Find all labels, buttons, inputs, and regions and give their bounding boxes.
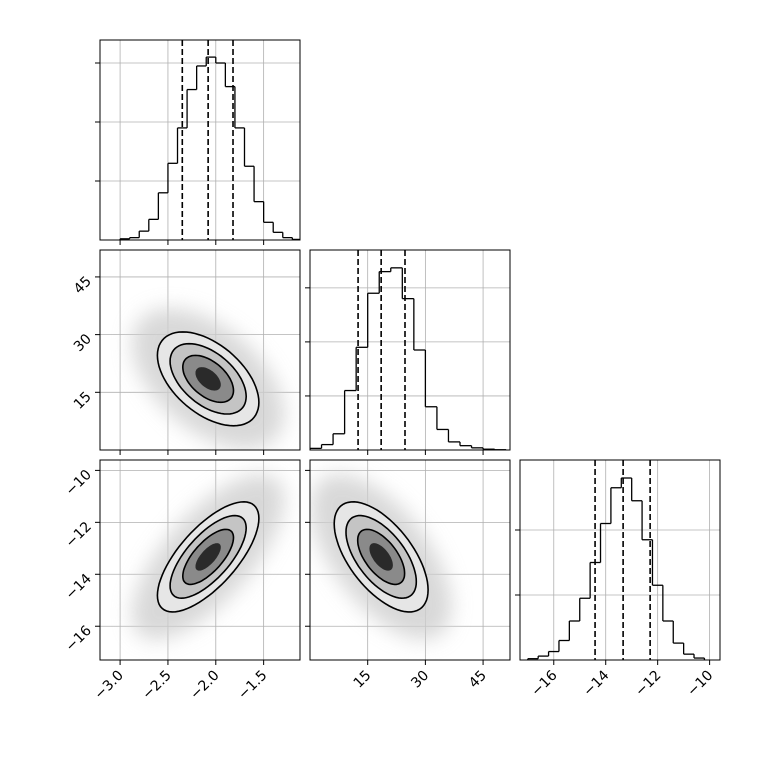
- panel: 15 30 45: [305, 459, 511, 692]
- x-tick-label: −3.0: [92, 668, 127, 703]
- panel-frame: [309, 249, 511, 451]
- panel-content: [100, 250, 300, 450]
- x-tick-label: 30: [408, 668, 432, 692]
- panel: [305, 249, 511, 455]
- x-tick-label: −2.5: [139, 668, 174, 703]
- y-tick-label: −12: [63, 519, 95, 551]
- panel-content: [310, 250, 510, 450]
- contour: [195, 543, 221, 571]
- panel-frame: [99, 459, 301, 661]
- y-tick-label: 15: [71, 389, 95, 413]
- panel: [95, 39, 301, 245]
- contour: [369, 543, 393, 571]
- panel-content: [520, 460, 720, 660]
- y-tick-label: 30: [71, 331, 95, 355]
- x-tick-label: −14: [580, 667, 612, 699]
- y-tick-label: −16: [63, 623, 95, 655]
- contour: [195, 367, 221, 391]
- panel-frame: [99, 249, 301, 451]
- panel: −3.0 −2.5 −2.0 −1.5 −16 −14 −12 −10: [63, 459, 301, 703]
- panel-content: [310, 460, 510, 660]
- y-tick-label: −10: [63, 467, 95, 499]
- x-tick-label: 15: [351, 668, 375, 692]
- panel-frame: [519, 459, 721, 661]
- x-tick-label: −10: [684, 668, 716, 700]
- x-tick-label: −12: [632, 668, 664, 700]
- x-tick-label: −16: [528, 667, 560, 699]
- x-tick-label: −2.0: [187, 668, 222, 703]
- panel-content: [100, 460, 300, 660]
- y-tick-label: −14: [63, 571, 95, 603]
- panel: 15 30 45: [71, 249, 301, 455]
- y-tick-label: 45: [71, 273, 95, 297]
- panel: −16 −14 −12 −10: [515, 459, 721, 700]
- x-tick-label: −1.5: [235, 668, 270, 703]
- panel-frame: [99, 39, 301, 241]
- panel-content: [100, 40, 300, 240]
- x-tick-label: 45: [466, 668, 490, 692]
- panel-frame: [309, 459, 511, 661]
